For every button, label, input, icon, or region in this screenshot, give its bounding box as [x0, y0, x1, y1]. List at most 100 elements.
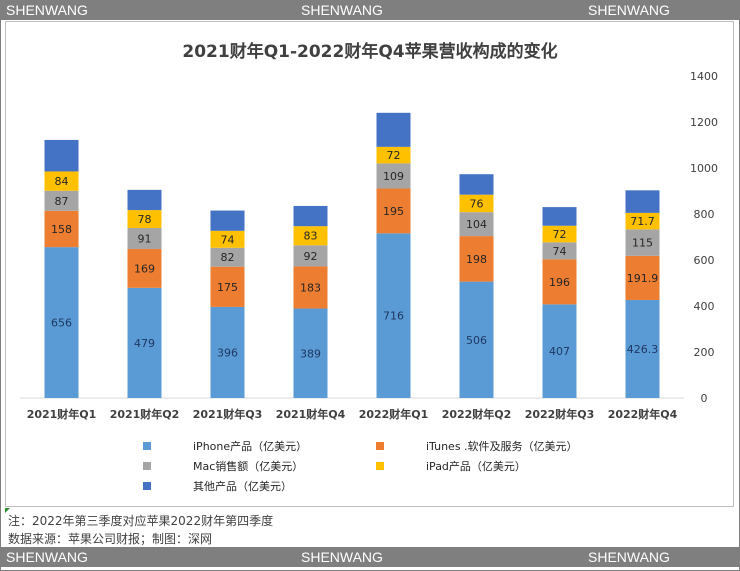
bar-segment	[625, 299, 660, 398]
x-tick-label: 2022财年Q2	[442, 407, 512, 421]
x-tick-label: 2021财年Q4	[276, 407, 346, 421]
bar-segment	[210, 247, 245, 267]
y-tick-label: 0	[701, 392, 708, 405]
bar-segment	[293, 205, 328, 227]
bar-segment	[625, 212, 660, 230]
data-label: 74	[553, 245, 567, 258]
legend-swatch	[143, 442, 151, 450]
data-label: 191.9	[627, 272, 659, 285]
watermark-band-top: SHENWANG SHENWANG SHENWANG	[0, 0, 740, 20]
x-tick-label: 2021财年Q2	[110, 407, 180, 421]
y-tick-label: 1400	[690, 70, 718, 83]
bar-segment	[542, 242, 577, 260]
bar-segment	[625, 255, 660, 300]
legend-label: iTunes .软件及服务（亿美元）	[426, 439, 578, 453]
legend-label: iPhone产品（亿美元）	[193, 439, 307, 453]
x-tick-label: 2021财年Q1	[27, 407, 97, 421]
bar-segment	[376, 233, 411, 398]
data-label: 115	[632, 237, 653, 250]
bar-segment	[127, 228, 162, 249]
watermark-center: SHENWANG	[301, 2, 383, 18]
data-label: 87	[55, 195, 69, 208]
bar-segment	[376, 112, 411, 147]
data-label: 195	[383, 205, 404, 218]
data-label: 72	[387, 149, 401, 162]
bar-segment	[127, 210, 162, 229]
data-label: 506	[466, 334, 487, 347]
data-label: 196	[549, 276, 570, 289]
bar-segment	[459, 281, 494, 398]
bar-segment	[625, 229, 660, 256]
bar-segment	[44, 247, 79, 398]
bar-segment	[459, 174, 494, 195]
y-tick-label: 400	[694, 300, 715, 313]
legend-swatch	[376, 442, 384, 450]
bar-segment	[459, 236, 494, 282]
data-label: 83	[304, 230, 318, 243]
chart-area	[5, 21, 734, 507]
data-label: 389	[300, 347, 321, 360]
data-label: 109	[383, 170, 404, 183]
bar-segment	[127, 287, 162, 398]
x-tick-label: 2022财年Q1	[359, 407, 429, 421]
bar-segment	[542, 304, 577, 398]
data-label: 158	[51, 223, 72, 236]
bar-segment	[625, 190, 660, 213]
data-label: 407	[549, 345, 570, 358]
x-tick-label: 2021财年Q3	[193, 407, 263, 421]
bar-segment	[459, 194, 494, 213]
bar-segment	[542, 259, 577, 305]
legend-swatch	[143, 482, 151, 490]
y-tick-label: 800	[694, 208, 715, 221]
data-label: 84	[55, 175, 69, 188]
data-label: 71.7	[630, 215, 655, 228]
watermark-right: SHENWANG	[588, 2, 670, 18]
bar-segment	[293, 266, 328, 309]
data-label: 82	[221, 251, 235, 264]
y-tick-label: 1200	[690, 116, 718, 129]
data-label: 91	[138, 232, 152, 245]
data-label: 656	[51, 317, 72, 330]
data-source: 数据来源：苹果公司财报；制图：深网	[8, 532, 213, 546]
footnote: 注：2022年第三季度对应苹果2022财年第四季度	[8, 514, 274, 528]
data-label: 104	[466, 218, 487, 231]
watermark-left: SHENWANG	[6, 2, 88, 18]
bar-segment	[542, 225, 577, 243]
bar-segment	[376, 146, 411, 164]
data-label: 169	[134, 262, 155, 275]
bar-segment	[459, 212, 494, 237]
watermark-band-bottom: SHENWANG SHENWANG SHENWANG	[0, 547, 740, 567]
watermark-center: SHENWANG	[301, 549, 383, 565]
data-label: 396	[217, 346, 238, 359]
y-tick-label: 1000	[690, 162, 718, 175]
data-label: 72	[553, 228, 567, 241]
data-label: 479	[134, 337, 155, 350]
legend-label: 其他产品（亿美元）	[193, 479, 292, 493]
data-label: 716	[383, 310, 404, 323]
y-tick-label: 600	[694, 254, 715, 267]
bar-segment	[293, 245, 328, 267]
x-tick-label: 2022财年Q4	[608, 407, 678, 421]
data-label: 426.3	[627, 343, 659, 356]
bar-segment	[376, 188, 411, 234]
y-tick-label: 200	[694, 346, 715, 359]
data-label: 76	[470, 197, 484, 210]
legend-label: Mac销售额（亿美元）	[193, 459, 303, 473]
bar-segment	[376, 163, 411, 189]
bar-segment	[210, 266, 245, 307]
data-label: 175	[217, 281, 238, 294]
data-label: 198	[466, 253, 487, 266]
bar-segment	[293, 226, 328, 246]
x-tick-label: 2022财年Q3	[525, 407, 595, 421]
bar-segment	[210, 306, 245, 398]
watermark-left: SHENWANG	[6, 549, 88, 565]
legend-swatch	[376, 462, 384, 470]
data-label: 92	[304, 250, 318, 263]
legend-label: iPad产品（亿美元）	[426, 459, 526, 473]
bar-segment	[127, 189, 162, 211]
bar-segment	[293, 308, 328, 398]
bar-segment	[542, 207, 577, 226]
bar-segment	[44, 190, 79, 211]
bar-segment	[44, 139, 79, 172]
